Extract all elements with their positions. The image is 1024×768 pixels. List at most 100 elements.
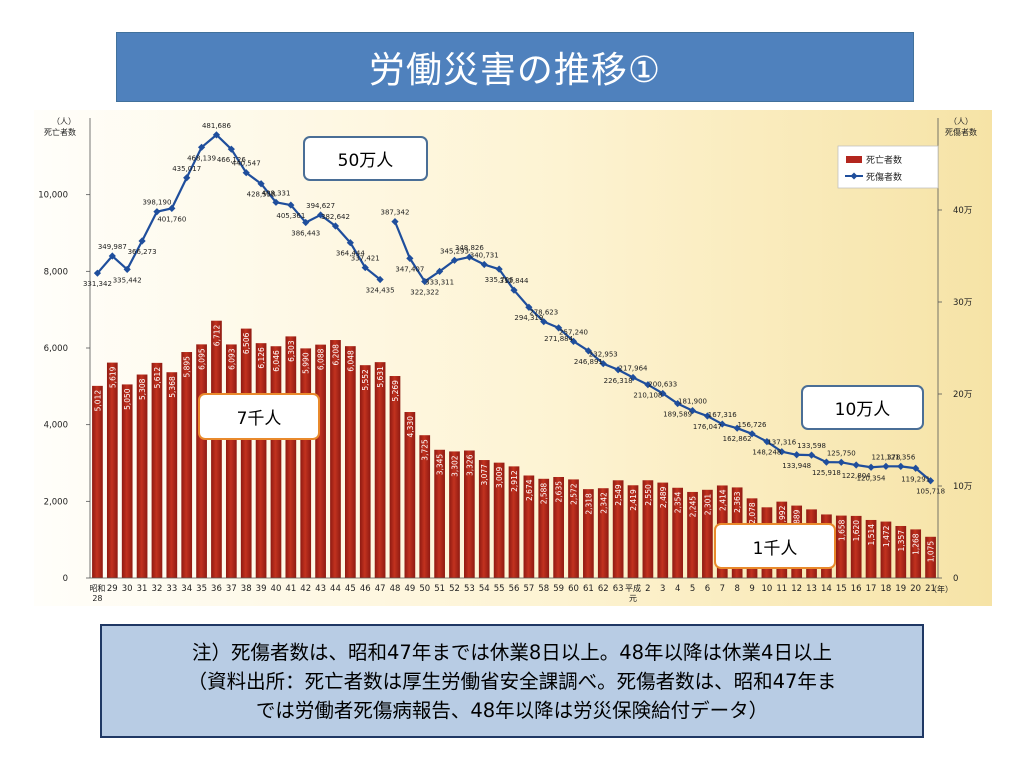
death-bar <box>196 344 207 578</box>
death-bar <box>553 476 564 578</box>
injury-value-label: 122,804 <box>842 472 871 480</box>
death-bar-label: 6,095 <box>198 348 207 370</box>
death-bar <box>181 352 193 578</box>
injury-point <box>421 277 429 286</box>
x-tick-label: 51 <box>434 584 445 594</box>
injury-point <box>123 265 131 273</box>
x-tick-label: 平成 <box>625 583 641 593</box>
death-bar-label: 5,552 <box>361 369 370 391</box>
death-bar-label: 4,330 <box>406 416 415 438</box>
death-bar-label: 2,549 <box>614 484 623 506</box>
injury-value-label: 435,017 <box>172 165 201 173</box>
death-bar <box>657 482 669 578</box>
injury-line-segment-1 <box>96 133 381 281</box>
death-bar <box>285 336 297 578</box>
death-bar-label: 2,674 <box>525 479 534 501</box>
injury-value-label: 366,273 <box>128 248 157 256</box>
injury-point <box>703 412 712 420</box>
x-tick-label: 39 <box>256 584 267 594</box>
injury-value-label: 257,240 <box>559 328 588 336</box>
death-bar <box>211 320 222 578</box>
injury-point <box>614 366 622 374</box>
right-tick-label: 30万 <box>953 298 972 308</box>
injury-point <box>183 174 191 182</box>
injury-point <box>227 145 235 153</box>
injury-value-label: 364,444 <box>336 250 365 258</box>
x-axis-unit: （年） <box>929 584 953 594</box>
death-bar-label: 1,268 <box>912 533 921 555</box>
death-bar <box>895 525 907 578</box>
injury-point <box>346 239 354 247</box>
injury-value-label: 271,884 <box>544 335 573 343</box>
injury-value-label: 405,361 <box>276 212 305 220</box>
death-bar-label: 6,303 <box>287 340 296 362</box>
injury-point <box>287 201 295 209</box>
death-bar-label: 1,472 <box>882 525 891 547</box>
death-bar-label: 5,990 <box>302 352 311 374</box>
death-bar <box>464 450 475 578</box>
x-tick-label: 7 <box>720 584 725 594</box>
death-bar-label: 2,414 <box>718 489 727 511</box>
injury-value-label: 156,726 <box>738 421 767 429</box>
x-tick-label: 18 <box>881 584 892 594</box>
x-tick-label: 13 <box>806 584 817 594</box>
x-tick-label: 5 <box>690 584 695 594</box>
legend-deaths-label: 死亡者数 <box>866 154 902 166</box>
x-tick-label: 31 <box>137 584 148 594</box>
injury-point <box>495 265 503 273</box>
injury-value-label: 468,139 <box>187 154 216 162</box>
death-bar-label: 2,342 <box>599 492 608 514</box>
injury-point <box>599 360 607 368</box>
death-bar <box>627 485 639 578</box>
death-bar-label: 6,046 <box>272 350 281 372</box>
injury-value-label: 226,318 <box>604 377 633 385</box>
x-tick-label: 19 <box>895 584 906 594</box>
left-axis-unit: （人） <box>52 117 76 126</box>
death-bar <box>672 487 684 578</box>
x-tick-label: 54 <box>479 584 490 594</box>
injury-point <box>674 399 682 408</box>
injury-point <box>897 462 905 470</box>
injury-point <box>822 458 831 466</box>
injury-value-label: 312,844 <box>500 277 529 285</box>
death-bar-label: 2,572 <box>570 483 579 505</box>
chart-legend: 死亡者数 死傷者数 <box>837 145 939 189</box>
right-tick-label: 0 <box>953 574 958 584</box>
injury-value-label: 386,443 <box>291 229 320 237</box>
death-bar <box>568 479 579 578</box>
death-bar-label: 6,506 <box>242 332 251 354</box>
right-axis-title: 死傷者数 <box>945 127 977 137</box>
death-bar-label: 2,354 <box>674 492 683 514</box>
injury-point <box>391 218 399 226</box>
injury-point <box>242 169 250 177</box>
injury-value-label: 382,642 <box>321 213 350 221</box>
injury-value-label: 210,108 <box>633 392 662 400</box>
callout-fifty-man-text: 50万人 <box>337 151 394 171</box>
death-bar <box>270 346 282 578</box>
injury-point <box>569 337 578 345</box>
injury-point <box>361 263 369 272</box>
death-bar-label: 2,078 <box>748 502 757 524</box>
x-tick-label: 52 <box>449 584 460 594</box>
title-bar: 労働災害の推移① <box>116 32 914 102</box>
injury-point <box>733 424 741 432</box>
x-tick-label: 21 <box>925 584 936 594</box>
death-bar-label: 5,012 <box>93 390 102 412</box>
x-tick-label: 37 <box>226 584 237 594</box>
legend-line-marker <box>850 172 858 180</box>
death-bar <box>166 372 178 578</box>
injury-point <box>584 347 592 355</box>
death-bar <box>106 362 118 578</box>
injury-value-label: 162,862 <box>723 435 752 443</box>
death-bar-label: 5,269 <box>391 380 400 402</box>
injury-point <box>480 260 488 269</box>
injury-value-label: 337,421 <box>351 255 380 263</box>
death-bar-label: 2,489 <box>659 486 668 508</box>
legend-injuries-label: 死傷者数 <box>866 171 902 183</box>
death-bar-label: 2,301 <box>703 494 712 516</box>
death-bar-label: 1,658 <box>837 519 846 541</box>
death-bar-label: 6,048 <box>346 350 355 372</box>
x-tick-label: 55 <box>494 584 505 594</box>
death-bar <box>508 466 520 578</box>
x-tick-label: 43 <box>315 584 326 594</box>
